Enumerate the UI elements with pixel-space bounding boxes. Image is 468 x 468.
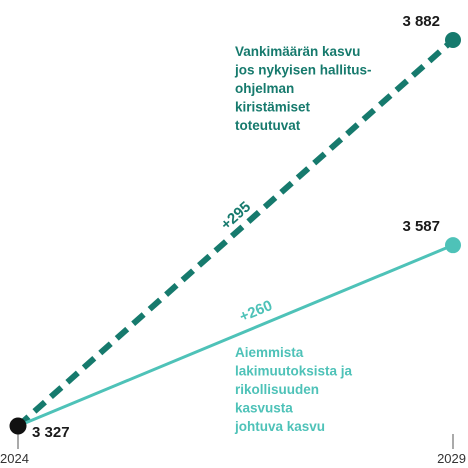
series-annotation-line: lakimuutoksista ja [235, 364, 353, 379]
series-end-value-label: 3 587 [402, 218, 440, 235]
series-end-point [445, 32, 461, 48]
x-tick-label: 2024 [0, 451, 29, 466]
series-annotation-line: johtuva kasvu [234, 419, 325, 434]
series-annotation-line: kasvusta [235, 401, 293, 416]
series-annotation-line: Vankimäärän kasvu [235, 44, 360, 59]
series-line-solid [17, 243, 454, 428]
start-value-label: 3 327 [32, 424, 70, 441]
series-annotation-line: rikollisuuden [235, 382, 319, 397]
series-annotation: Vankimäärän kasvu jos nykyisen hallitus-o… [234, 44, 372, 133]
series-line-dashed [16, 37, 455, 429]
series-annotation-line: ohjelman [235, 81, 294, 96]
series-annotation: Aiemmista lakimuutoksista ja rikollisuuden… [234, 345, 353, 434]
start-point [9, 417, 27, 435]
series-annotation-line: jos nykyisen hallitus- [234, 63, 372, 78]
series-annotation-line: Aiemmista [235, 345, 304, 360]
series-end-point [445, 237, 461, 254]
x-tick-label: 2029 [437, 451, 466, 466]
series-end-value-label: 3 882 [402, 13, 440, 30]
series-annotation-line: toteutuvat [235, 118, 301, 133]
series-change-label: +295 [218, 198, 255, 233]
series-annotation-line: kiristämiset [235, 100, 311, 115]
